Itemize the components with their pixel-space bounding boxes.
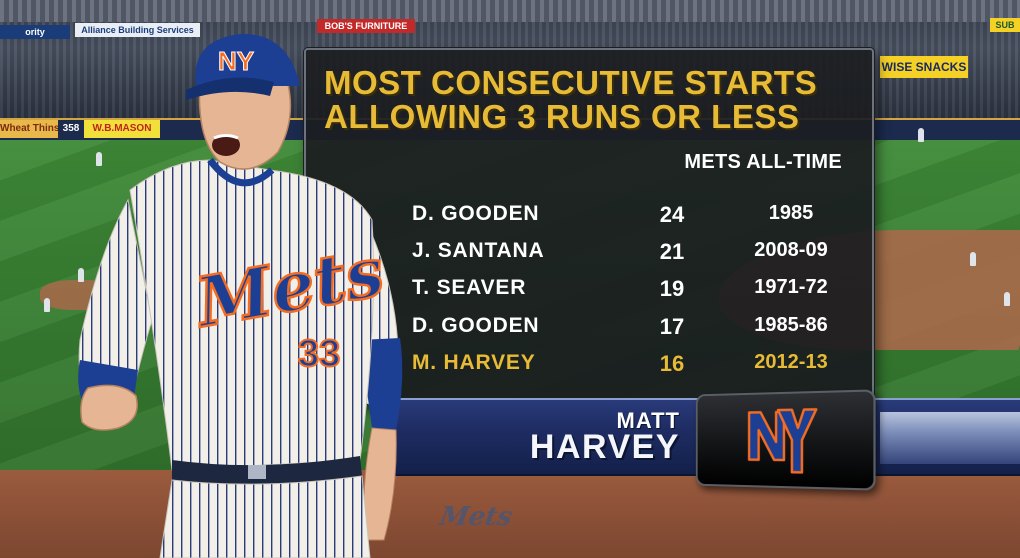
- player-name: T. SEAVER: [412, 276, 526, 300]
- fielder: [970, 252, 976, 266]
- banner-wise: WISE SNACKS: [880, 56, 968, 78]
- banner-sub: SUB: [990, 18, 1020, 32]
- streak-count: 19: [642, 276, 702, 302]
- jersey-number: 33: [298, 333, 340, 375]
- streak-count: 21: [642, 239, 702, 265]
- graphic-subtitle: METS ALL-TIME: [684, 151, 842, 174]
- ny-mets-logo-icon: [743, 401, 818, 479]
- player-name: M. HARVEY: [412, 351, 536, 375]
- season-years: 2008-09: [726, 239, 856, 262]
- ad-wheat-thins: Wheat Thins: [0, 120, 58, 138]
- team-logo-box: [696, 389, 876, 490]
- season-years: 1971-72: [726, 276, 856, 299]
- player-figure: Mets 33 NY: [60, 20, 420, 558]
- streak-count: 16: [642, 351, 702, 377]
- player-name: J. SANTANA: [412, 239, 544, 263]
- field-logo: Mets: [437, 502, 514, 532]
- player-last-name: HARVEY: [480, 428, 680, 467]
- streak-count: 17: [642, 314, 702, 340]
- fielder: [1004, 292, 1010, 306]
- player-name: D. GOODEN: [412, 202, 539, 226]
- season-years: 2012-13: [726, 351, 856, 374]
- fielder: [44, 298, 50, 312]
- namebar-accent: [880, 412, 1020, 464]
- fielder: [918, 128, 924, 142]
- season-years: 1985: [726, 202, 856, 225]
- streak-count: 24: [642, 202, 702, 228]
- upper-deck: [0, 0, 1020, 22]
- player-name: D. GOODEN: [412, 314, 539, 338]
- cap-logo: NY: [218, 46, 254, 76]
- season-years: 1985-86: [726, 314, 856, 337]
